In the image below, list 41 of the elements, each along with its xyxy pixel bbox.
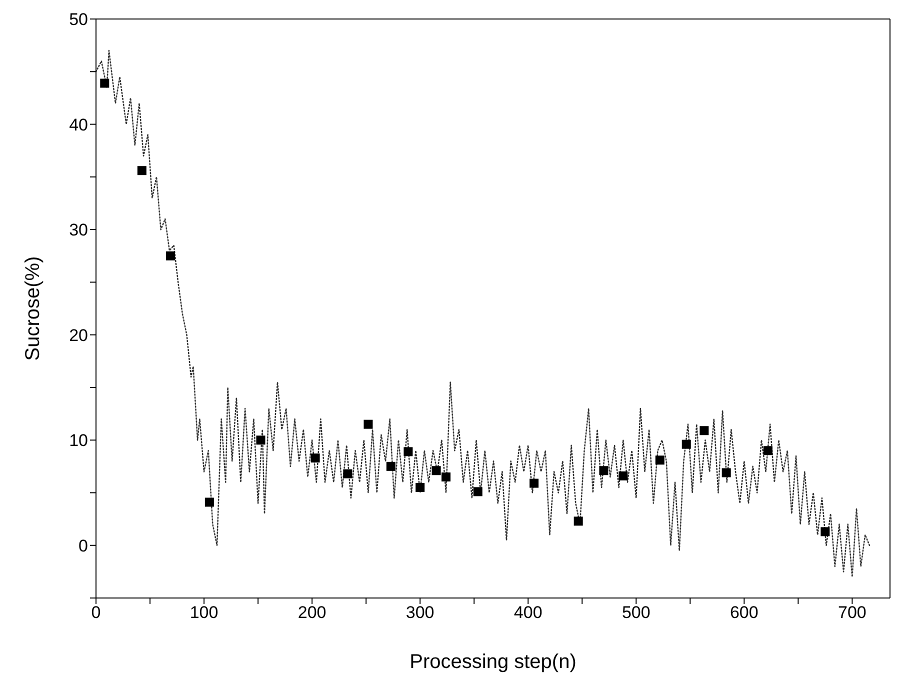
point	[386, 462, 396, 471]
point	[204, 498, 214, 507]
x-tick-label: 0	[91, 603, 101, 622]
point	[599, 466, 608, 476]
line-series	[96, 50, 870, 578]
point	[442, 472, 451, 482]
x-tick-label: 100	[190, 603, 218, 622]
y-tick-label: 40	[69, 115, 88, 134]
x-tick-label: 600	[730, 603, 758, 622]
point	[137, 166, 146, 176]
x-tick-label: 400	[514, 603, 542, 622]
x-tick-label: 300	[406, 603, 434, 622]
point	[530, 478, 539, 488]
x-tick-label: 200	[298, 603, 326, 622]
point	[655, 456, 664, 465]
point	[364, 420, 373, 429]
point	[166, 251, 176, 260]
point	[416, 482, 425, 492]
y-tick-label: 20	[69, 326, 88, 345]
y-tick-label: 50	[69, 10, 88, 30]
point	[256, 436, 266, 445]
y-axis-title: Sucrose(%)	[22, 256, 44, 361]
y-tick-label: 0	[78, 536, 88, 556]
point	[432, 466, 441, 476]
x-axis-title: Processing step(n)	[410, 651, 576, 673]
point	[343, 469, 352, 478]
point	[700, 426, 709, 436]
x-tick-label: 700	[838, 603, 866, 622]
x-tick-label: 500	[622, 603, 650, 622]
point	[763, 446, 772, 456]
point	[722, 468, 731, 478]
point	[682, 440, 691, 449]
point	[618, 471, 628, 480]
point	[473, 487, 482, 496]
point	[310, 453, 320, 462]
point	[820, 527, 830, 536]
point	[404, 447, 413, 456]
y-tick-label: 30	[69, 220, 88, 240]
point	[574, 516, 583, 526]
point	[100, 78, 110, 88]
y-tick-label: 10	[69, 431, 88, 450]
